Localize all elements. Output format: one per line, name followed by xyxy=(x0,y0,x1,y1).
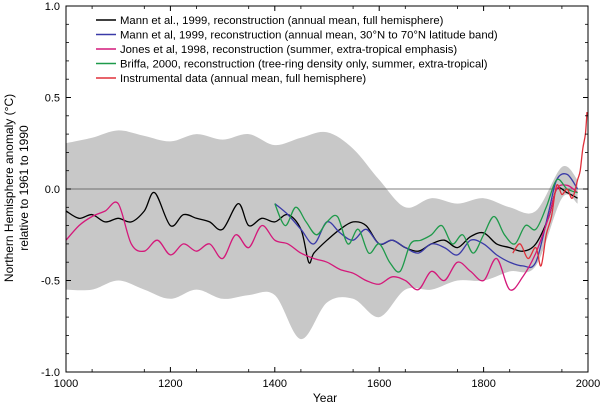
uncertainty-band-layer xyxy=(66,130,578,340)
series-line-3 xyxy=(65,184,579,291)
x-tick-label: 1200 xyxy=(158,378,182,390)
legend-label: Briffa, 2000, reconstruction (tree-ring … xyxy=(120,59,488,71)
legend-label: Mann et al, 1999, reconstruction (annual… xyxy=(120,30,498,42)
series-line-1 xyxy=(65,187,578,264)
legend: Mann et al., 1999, reconstruction (annua… xyxy=(96,15,498,85)
series-line-5 xyxy=(512,112,588,267)
y-tick-label: -1.0 xyxy=(41,367,60,379)
x-axis-label: Year xyxy=(313,391,337,405)
series-line-4 xyxy=(274,178,578,273)
series-layer xyxy=(65,112,588,291)
y-tick-label: 0.0 xyxy=(45,184,60,196)
x-tick-label: 1600 xyxy=(367,378,391,390)
y-tick-label: 1.0 xyxy=(45,1,60,13)
x-tick-label: 1000 xyxy=(54,378,78,390)
legend-label: Mann et al., 1999, reconstruction (annua… xyxy=(120,15,444,27)
y-axis-label-line1: Northern Hemisphere anomaly (°C) xyxy=(2,94,16,282)
tick-layer: 1000 1200 1400 1600 1800 2000 -1.0 -0.5 0.0 0.5 1.… xyxy=(41,1,600,390)
x-tick-label: 2000 xyxy=(576,378,600,390)
x-tick-label: 1800 xyxy=(471,378,495,390)
plot-area: 1000 1200 1400 1600 1800 2000 -1.0 -0.5 0.0 0.5 1.… xyxy=(41,1,600,390)
legend-label: Instrumental data (annual mean, full hem… xyxy=(120,73,366,85)
uncertainty-band xyxy=(66,130,578,340)
y-tick-label: -0.5 xyxy=(41,276,60,288)
legend-label: Jones et al, 1998, reconstruction (summe… xyxy=(120,44,457,56)
x-tick-label: 1400 xyxy=(263,378,287,390)
y-tick-label: 0.5 xyxy=(45,93,60,105)
y-axis-label-line2: relative to 1961 to 1990 xyxy=(17,125,31,251)
